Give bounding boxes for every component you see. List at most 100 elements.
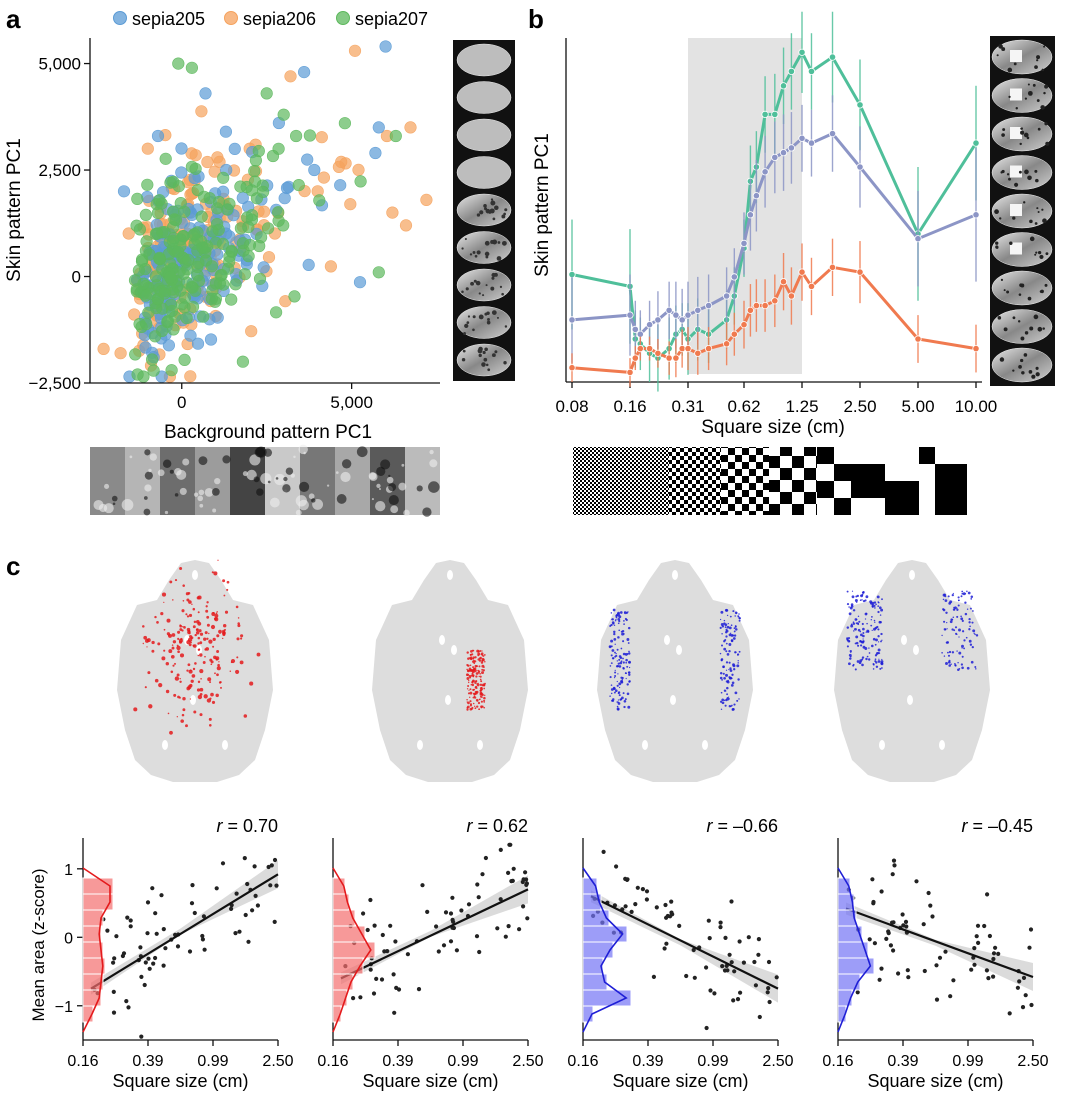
scatter-points — [97, 40, 433, 383]
data-point — [124, 999, 129, 1004]
data-point — [644, 897, 650, 902]
activity-spot — [733, 627, 736, 630]
data-point — [991, 974, 996, 979]
activity-spot — [165, 689, 170, 694]
activity-spot — [957, 604, 960, 607]
x-tick-label: 0.62 — [727, 397, 760, 416]
activity-spot — [875, 665, 879, 669]
activity-spot — [476, 683, 478, 685]
data-point-sepia205 — [257, 261, 270, 274]
activity-spot — [467, 685, 470, 687]
activity-spot — [481, 657, 485, 661]
activity-spot — [851, 590, 854, 592]
activity-spot — [616, 660, 618, 662]
activity-spot — [725, 609, 729, 612]
activity-spot — [160, 612, 164, 616]
activity-spot — [618, 620, 621, 623]
activity-spot — [942, 598, 945, 601]
data-point-sepia207 — [197, 310, 210, 323]
activity-spot — [871, 605, 874, 608]
activity-spot — [173, 693, 177, 697]
activity-spot — [877, 660, 881, 663]
data-point — [972, 946, 977, 951]
data-point — [243, 912, 248, 918]
data-point — [454, 948, 459, 953]
data-point-sepia205 — [204, 333, 218, 346]
activity-spot — [975, 634, 979, 637]
activity-spot — [733, 703, 736, 706]
data-point — [892, 863, 897, 868]
regression-line — [340, 888, 529, 980]
activity-spot — [193, 620, 197, 624]
skin-thumbnail — [456, 193, 512, 227]
data-point — [867, 937, 872, 942]
natural-texture-thumbnail-icon — [90, 444, 440, 517]
activity-spot — [171, 646, 175, 650]
activity-spot — [466, 701, 468, 703]
panel-letter-c: c — [6, 551, 20, 581]
activity-spot — [957, 596, 960, 599]
data-point-sepia206 — [317, 171, 331, 184]
activity-spot — [945, 611, 948, 614]
activity-spot — [615, 652, 617, 655]
activity-spot — [469, 696, 471, 698]
texture-blob — [143, 496, 148, 500]
activity-spot — [973, 632, 975, 635]
activity-spot — [216, 650, 220, 653]
data-point — [879, 889, 884, 894]
data-point — [757, 1014, 762, 1020]
activity-spot — [216, 666, 221, 671]
data-point-sepia205 — [175, 142, 188, 155]
activity-spot — [179, 678, 181, 680]
activity-spot — [847, 639, 851, 643]
activity-spot — [179, 624, 182, 627]
activity-spot — [967, 591, 971, 595]
activity-spot — [727, 622, 729, 625]
skin-speckle — [466, 321, 470, 324]
texture-blob — [388, 483, 397, 492]
data-point-sepia207 — [213, 277, 226, 290]
skin-speckle — [1045, 141, 1050, 146]
activity-spot — [963, 647, 966, 650]
activity-spot — [193, 710, 197, 714]
activity-spot — [619, 661, 623, 665]
skin-speckle — [1002, 128, 1006, 132]
activity-spot — [852, 663, 855, 666]
activity-spot — [963, 639, 966, 642]
skin-speckle — [485, 255, 489, 259]
data-point — [368, 897, 373, 903]
activity-spot — [186, 669, 189, 672]
data-point-purple — [672, 311, 680, 319]
activity-spot — [846, 626, 850, 629]
activity-spot — [862, 638, 864, 640]
y-tick-label: 0 — [72, 268, 81, 287]
activity-spot — [862, 640, 865, 643]
activity-spot — [475, 665, 479, 668]
correlation-label: r = –0.45 — [961, 816, 1033, 836]
activity-spot — [615, 689, 618, 692]
texture-blob — [429, 449, 434, 455]
skin-speckle — [1035, 178, 1039, 183]
legend-label-sepia206: sepia206 — [243, 9, 316, 29]
activity-spot — [626, 665, 629, 668]
activity-spot — [728, 626, 732, 630]
activity-spot — [209, 724, 212, 727]
activity-spot — [860, 633, 863, 637]
activity-spot — [215, 612, 218, 615]
data-point-orange — [684, 344, 692, 353]
skin-speckle — [478, 353, 482, 358]
correlation-label: r = –0.66 — [706, 816, 778, 836]
activity-spot — [864, 612, 868, 616]
activity-spot — [203, 637, 207, 641]
activity-spot — [170, 654, 175, 659]
data-point-sepia205 — [280, 181, 294, 195]
hole — [222, 740, 228, 750]
activity-spot — [186, 627, 191, 632]
skin-speckle — [484, 347, 488, 352]
activity-spot — [613, 676, 616, 679]
skin-speckle — [995, 246, 999, 249]
skin-speckle — [996, 54, 999, 57]
activity-spot — [197, 636, 201, 640]
activity-spot — [473, 696, 477, 699]
skin-speckle — [1034, 169, 1038, 173]
